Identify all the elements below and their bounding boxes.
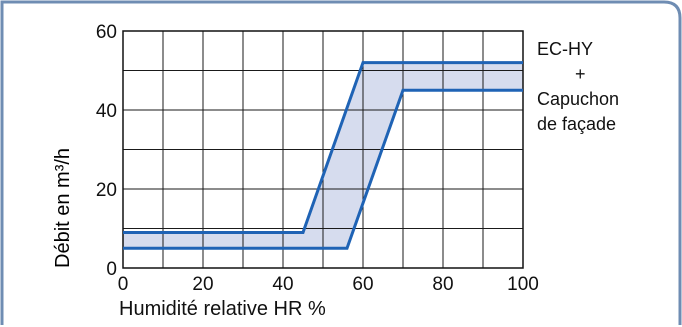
series-line-2	[123, 88, 523, 250]
y-tick-label: 0	[106, 259, 117, 280]
annotation-plus: +	[575, 64, 586, 84]
series-line-1	[123, 61, 523, 234]
annotation-box: EC-HY + Capuchon de façade	[537, 37, 657, 137]
plot-area: 0 20 40 60 80 100 0 20 40 60	[96, 22, 539, 295]
annotation-line-4: de façade	[537, 114, 617, 134]
y-axis-label: Débit en m³/h	[52, 147, 74, 268]
plot-border	[122, 30, 524, 269]
x-tick-label: 0	[118, 274, 129, 295]
x-tick-label: 20	[192, 274, 213, 295]
x-tick-label: 100	[507, 274, 539, 295]
annotation-line-3: Capuchon	[537, 89, 620, 109]
x-tick-label: 60	[352, 274, 373, 295]
y-tick-label: 60	[96, 22, 117, 43]
y-tick-label: 40	[96, 101, 117, 122]
y-tick-label: 20	[96, 180, 117, 201]
x-tick-label: 80	[432, 274, 453, 295]
x-axis-label: Humidité relative HR %	[119, 298, 326, 320]
annotation-line-1: EC-HY	[537, 39, 594, 59]
x-tick-label: 40	[272, 274, 293, 295]
